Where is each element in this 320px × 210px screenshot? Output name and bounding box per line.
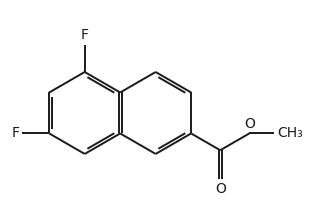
Text: O: O: [244, 117, 255, 131]
Text: CH₃: CH₃: [277, 126, 302, 140]
Text: F: F: [12, 126, 20, 140]
Text: O: O: [215, 182, 226, 196]
Text: F: F: [81, 28, 89, 42]
